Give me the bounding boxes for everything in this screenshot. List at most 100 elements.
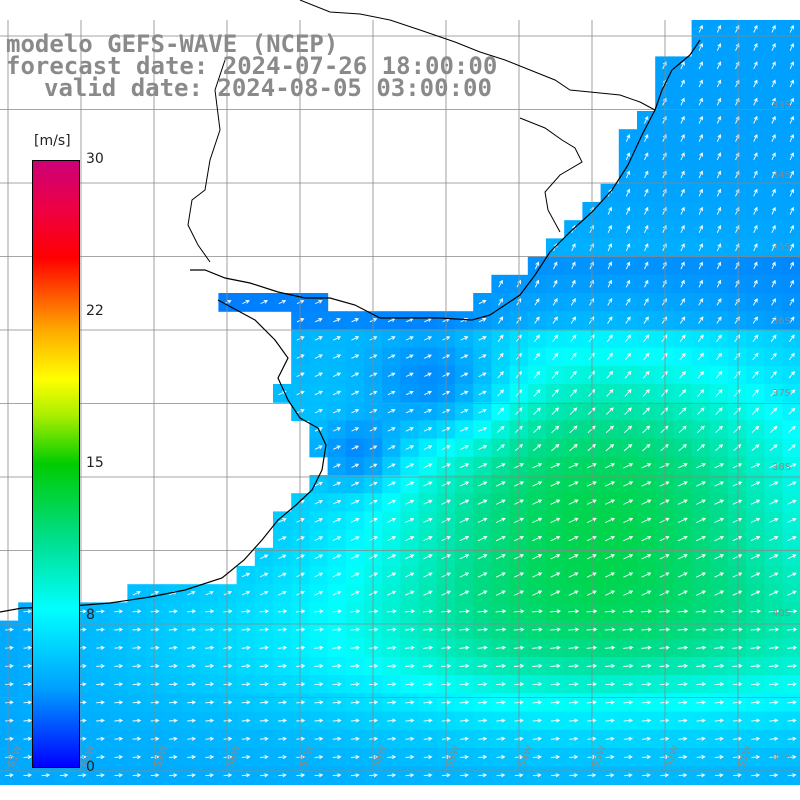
wind-arrow (698, 243, 704, 252)
wind-arrow (459, 572, 470, 578)
wind-arrow (605, 590, 616, 596)
wind-arrow (168, 718, 178, 723)
wind-arrow (5, 700, 14, 705)
wind-arrow (132, 627, 142, 632)
wind-arrow (332, 481, 342, 487)
wind-arrow (550, 590, 561, 596)
wind-arrow (696, 463, 706, 469)
wind-arrow (424, 336, 433, 341)
wind-arrow (534, 334, 540, 343)
wind-arrow (314, 663, 324, 669)
wind-arrow (5, 682, 14, 687)
wind-arrow (351, 445, 360, 450)
wind-arrow (770, 389, 778, 397)
wind-arrow (659, 609, 671, 614)
wind-arrow (351, 408, 360, 414)
wind-arrow (644, 206, 649, 215)
wind-arrow (789, 224, 794, 233)
wind-arrow (750, 663, 761, 668)
wind-arrow (23, 627, 33, 632)
wind-arrow (423, 536, 433, 542)
wind-arrow (698, 152, 703, 161)
wind-arrow (769, 463, 779, 469)
wind-arrow (498, 298, 503, 306)
wind-speed-field (0, 20, 800, 785)
wind-arrow (732, 499, 743, 505)
wind-arrow (714, 645, 725, 650)
wind-arrow (350, 609, 361, 614)
wind-arrow (551, 425, 560, 434)
wind-arrow (350, 736, 360, 741)
wind-arrow (769, 773, 779, 778)
wind-arrow (224, 299, 232, 305)
wind-arrow (223, 736, 233, 741)
wind-arrow (332, 390, 342, 396)
wind-arrow (677, 463, 688, 469)
wind-arrow (223, 754, 233, 760)
colorbar-tick-15: 15 (86, 455, 104, 471)
wind-arrow (23, 663, 33, 669)
wind-arrow (623, 463, 634, 469)
wind-arrow (769, 736, 779, 741)
wind-arrow (205, 682, 215, 687)
wind-arrow (589, 297, 594, 306)
wind-arrow (789, 206, 794, 215)
wind-arrow (114, 682, 124, 687)
wind-arrow (587, 443, 597, 452)
wind-arrow (405, 336, 414, 341)
wind-arrow (678, 700, 688, 705)
wind-arrow (625, 170, 631, 179)
wind-arrow (333, 427, 342, 432)
wind-arrow (589, 279, 594, 288)
wind-arrow (23, 754, 33, 760)
wind-arrow (623, 682, 634, 687)
wind-arrow (787, 736, 797, 741)
wind-arrow (150, 663, 160, 669)
wind-arrow (751, 754, 761, 760)
colorbar-tick-22: 22 (86, 303, 104, 319)
wind-arrow (698, 206, 703, 215)
wind-arrow (786, 609, 798, 614)
wind-arrow (787, 517, 797, 523)
wind-arrow (716, 24, 722, 33)
wind-arrow (698, 24, 703, 33)
wind-arrow (659, 499, 670, 505)
wind-arrow (787, 536, 797, 542)
wind-arrow (641, 517, 652, 524)
colorbar (32, 160, 80, 768)
wind-arrow (732, 645, 743, 650)
wind-arrow (624, 407, 632, 415)
wind-arrow (641, 609, 653, 614)
wind-arrow (132, 663, 142, 669)
wind-arrow (332, 645, 342, 650)
wind-arrow (532, 773, 542, 778)
wind-arrow (605, 499, 616, 505)
wind-arrow (750, 517, 761, 523)
wind-arrow (478, 718, 488, 723)
wind-arrow (405, 372, 414, 377)
wind-arrow (278, 299, 287, 305)
wind-arrow (532, 443, 542, 452)
wind-arrow (787, 700, 797, 705)
wind-arrow (659, 481, 670, 487)
wind-arrow (714, 663, 725, 668)
wind-arrow (223, 773, 233, 778)
wind-arrow (771, 188, 776, 197)
wind-arrow (660, 773, 670, 778)
wind-arrow (150, 645, 160, 650)
wind-arrow (404, 645, 415, 650)
wind-arrow (788, 425, 796, 433)
wind-arrow (332, 663, 342, 669)
wind-arrow (387, 590, 397, 596)
wind-arrow (423, 572, 433, 578)
coastline (0, 0, 701, 613)
wind-arrow (750, 481, 761, 487)
wind-arrow (625, 134, 631, 142)
wind-arrow (5, 718, 14, 723)
wind-arrow (698, 43, 703, 51)
wind-arrow (423, 645, 434, 650)
wind-arrow (278, 572, 287, 578)
map-title: modelo GEFS-WAVE (NCEP) (6, 30, 339, 58)
wind-arrow (277, 682, 288, 687)
wind-arrow (314, 390, 323, 396)
